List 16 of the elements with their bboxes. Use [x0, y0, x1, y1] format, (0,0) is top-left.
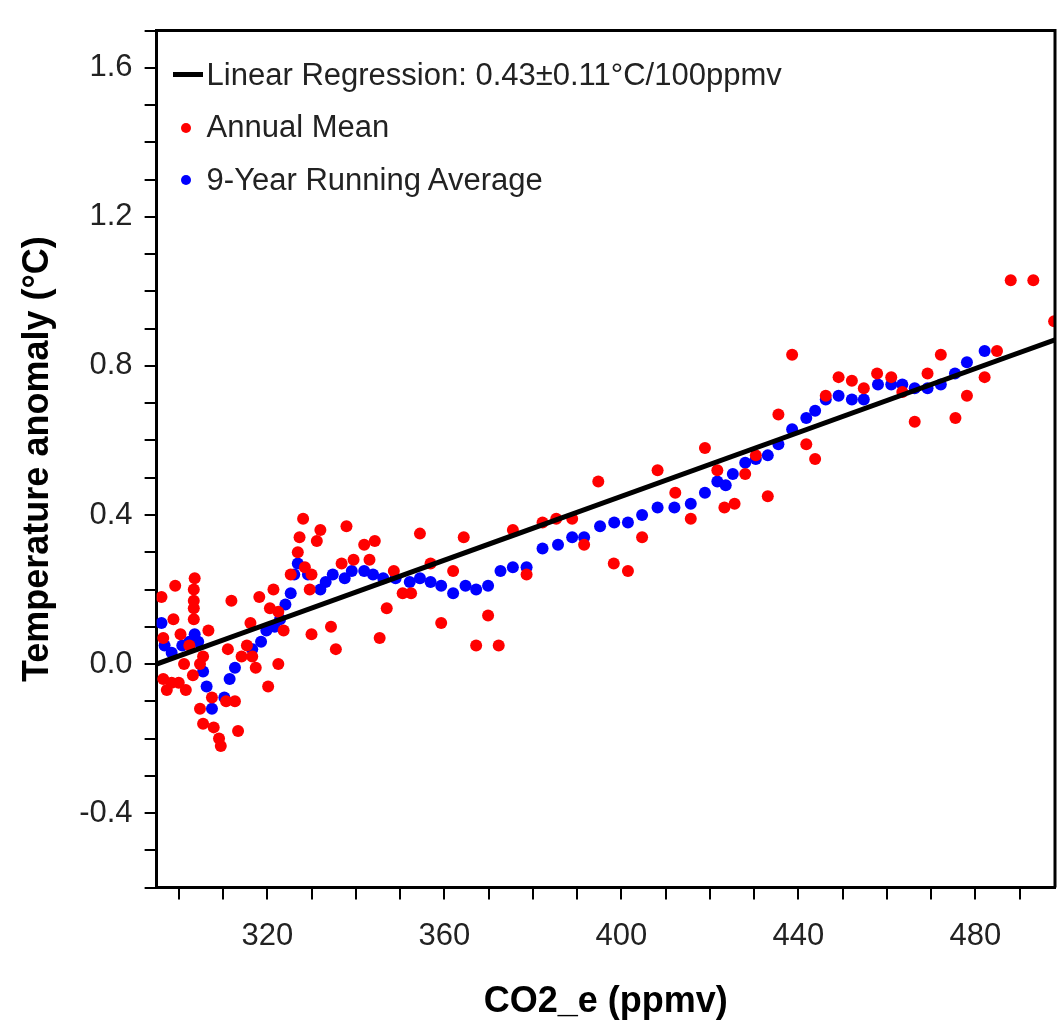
x-tick-label: 320 [241, 916, 294, 952]
x-axis-title: CO2_e (ppmv) [483, 979, 728, 1021]
y-axis-title: Temperature anomaly (°C) [14, 236, 56, 683]
y-tick-label: 0.0 [89, 644, 133, 680]
y-tick-label: 1.6 [89, 48, 133, 84]
y-tick-label: 1.2 [89, 197, 133, 233]
x-tick-label: 480 [949, 916, 1002, 952]
y-tick-label: 0.4 [89, 495, 133, 531]
x-tick-label: 440 [772, 916, 825, 952]
legend-label: Annual Mean [206, 108, 390, 147]
x-tick-label: 360 [418, 916, 471, 952]
legend-label: 9-Year Running Average [206, 160, 543, 199]
y-tick-label: 0.8 [89, 346, 133, 382]
legend-label: Linear Regression: 0.43±0.11°C/100ppmv [206, 55, 782, 94]
x-tick-label: 400 [595, 916, 648, 952]
y-tick-label: -0.4 [79, 793, 133, 829]
